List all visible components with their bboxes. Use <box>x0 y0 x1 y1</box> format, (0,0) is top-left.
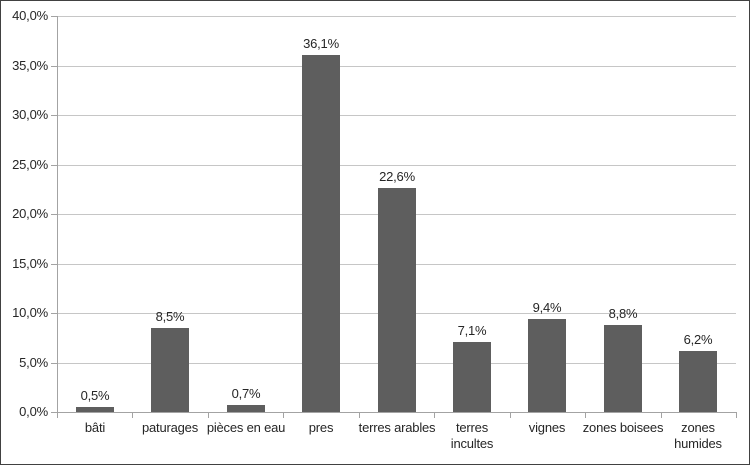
y-axis-tick-mark <box>51 313 57 314</box>
x-axis-tick-mark <box>736 413 737 418</box>
bar-pres <box>302 55 340 412</box>
bar-value-label: 0,7% <box>231 386 261 401</box>
y-axis-tick-label: 5,0% <box>19 355 48 370</box>
x-axis-tick-mark <box>434 413 435 418</box>
x-category-label: paturages <box>141 420 199 435</box>
y-axis-tick-mark <box>51 214 57 215</box>
y-axis-line <box>57 16 58 413</box>
horizontal-gridline <box>57 66 736 67</box>
bar-terres-arables <box>378 188 416 412</box>
y-axis-tick-label: 30,0% <box>12 107 48 122</box>
x-category-label: zones boisees <box>582 420 664 435</box>
x-category-label: terres incultes <box>450 420 494 451</box>
y-axis-tick-label: 10,0% <box>12 305 48 320</box>
bar-value-label: 22,6% <box>379 169 415 184</box>
y-axis-tick-mark <box>51 115 57 116</box>
bar-value-label: 6,2% <box>683 332 713 347</box>
bar-value-label: 9,4% <box>532 300 562 315</box>
x-axis-tick-mark <box>661 413 662 418</box>
bar-vignes <box>528 319 566 412</box>
x-axis-tick-mark <box>585 413 586 418</box>
y-axis-tick-label: 40,0% <box>12 8 48 23</box>
y-axis-tick-mark <box>51 412 57 413</box>
bar-terres-incultes <box>453 342 491 412</box>
y-axis-tick-label: 15,0% <box>12 256 48 271</box>
y-axis-tick-mark <box>51 16 57 17</box>
x-axis-tick-mark <box>208 413 209 418</box>
x-axis-tick-mark <box>359 413 360 418</box>
x-axis-tick-mark <box>510 413 511 418</box>
x-axis-line <box>57 412 737 413</box>
bar-bâti <box>76 407 114 412</box>
y-axis-tick-mark <box>51 264 57 265</box>
y-axis-tick-mark <box>51 363 57 364</box>
y-axis-tick-label: 25,0% <box>12 157 48 172</box>
horizontal-gridline <box>57 16 736 17</box>
y-axis-tick-mark <box>51 165 57 166</box>
bar-value-label: 7,1% <box>457 323 487 338</box>
y-axis-tick-label: 20,0% <box>12 206 48 221</box>
bar-zones-boisees <box>604 325 642 412</box>
bar-value-label: 8,8% <box>608 306 638 321</box>
x-category-label: vignes <box>528 420 566 435</box>
bar-value-label: 8,5% <box>155 309 185 324</box>
x-axis-tick-mark <box>283 413 284 418</box>
bar-zones-humides <box>679 351 717 412</box>
x-category-label: bâti <box>84 420 106 435</box>
x-category-label: terres arables <box>358 420 436 435</box>
x-category-label: pièces en eau <box>206 420 286 435</box>
bar-pièces-en-eau <box>227 405 265 412</box>
x-category-label: zones humides <box>674 420 722 451</box>
y-axis-tick-label: 35,0% <box>12 58 48 73</box>
y-axis-tick-mark <box>51 66 57 67</box>
x-axis-tick-mark <box>57 413 58 418</box>
horizontal-gridline <box>57 165 736 166</box>
x-category-label: pres <box>308 420 334 435</box>
bar-value-label: 36,1% <box>303 36 339 51</box>
bar-paturages <box>151 328 189 412</box>
horizontal-gridline <box>57 115 736 116</box>
bar-value-label: 0,5% <box>80 388 110 403</box>
x-axis-tick-mark <box>132 413 133 418</box>
y-axis-tick-label: 0,0% <box>19 404 48 419</box>
